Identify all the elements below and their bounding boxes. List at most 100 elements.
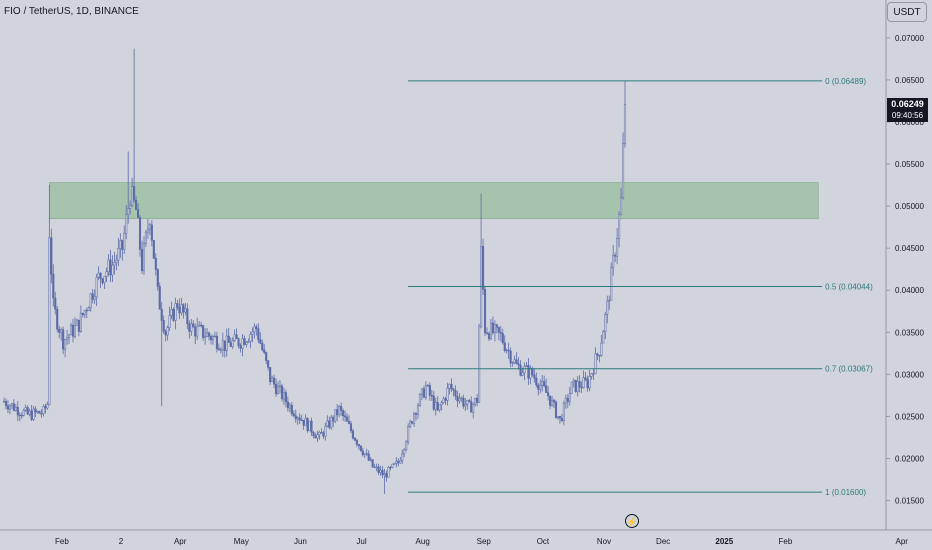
candle — [294, 409, 297, 423]
candle — [600, 335, 603, 357]
candle — [517, 357, 520, 370]
candle — [186, 303, 189, 330]
candle — [172, 307, 175, 322]
candle — [200, 321, 203, 328]
candle — [570, 381, 573, 394]
candle — [127, 151, 130, 224]
candle — [296, 416, 299, 425]
candle — [109, 249, 112, 282]
time-axis[interactable]: Feb 2 Apr May Jun Jul Aug Sep Oct Nov Dec 2025 Feb Ap… — [55, 537, 908, 546]
candle — [320, 428, 323, 434]
candle — [44, 403, 47, 414]
price-axis[interactable]: 0.07000 0.06500 0.06000 0.05500 0.05000 0.045… — [886, 34, 924, 506]
candle — [377, 463, 380, 476]
candle — [156, 268, 159, 291]
candle — [20, 412, 23, 419]
supply-zone[interactable] — [49, 182, 819, 220]
candle — [62, 326, 65, 355]
candle — [399, 456, 402, 464]
candle — [345, 413, 349, 422]
price-tick-label: 0.04500 — [895, 244, 924, 253]
candle — [568, 386, 571, 406]
fib-level-label: 0 (0.06489) — [825, 77, 866, 86]
candle — [24, 404, 27, 412]
candle — [316, 430, 319, 442]
candle — [414, 412, 418, 421]
price-tick-label: 0.03500 — [895, 328, 924, 337]
candle — [184, 302, 187, 316]
candle — [588, 369, 591, 392]
candle — [111, 255, 114, 283]
candle — [428, 382, 431, 401]
candle — [539, 379, 542, 394]
candle — [48, 185, 51, 406]
candle — [140, 240, 144, 275]
candle — [300, 414, 303, 422]
candle — [608, 295, 611, 310]
candle — [450, 378, 453, 393]
price-tick-label: 0.04000 — [895, 286, 924, 295]
candle — [312, 430, 315, 439]
candle — [123, 225, 126, 254]
candle — [454, 385, 457, 400]
candle — [182, 303, 185, 319]
candle — [22, 408, 25, 417]
candle — [483, 286, 487, 337]
candle — [491, 316, 494, 336]
candle — [101, 278, 104, 285]
candle — [273, 374, 276, 389]
candle — [276, 381, 280, 395]
candle — [308, 420, 311, 432]
candle — [237, 337, 240, 349]
candle — [245, 340, 248, 348]
currency-button[interactable]: USDT — [887, 2, 927, 22]
candle — [75, 318, 78, 326]
candle — [188, 320, 191, 339]
candle — [525, 362, 528, 368]
candle — [290, 402, 293, 417]
time-tick-label: Feb — [779, 537, 793, 546]
time-tick-label: Apr — [895, 537, 908, 546]
candle — [318, 430, 321, 440]
candle — [89, 292, 92, 312]
candle — [523, 362, 526, 381]
candle — [166, 325, 169, 341]
candle — [42, 404, 45, 417]
candle — [357, 443, 360, 450]
candle — [470, 396, 473, 413]
candle — [367, 450, 370, 462]
candle — [314, 432, 317, 439]
candle — [405, 440, 408, 452]
candle — [192, 320, 195, 328]
candle — [87, 306, 90, 311]
candle — [614, 252, 617, 262]
candle — [261, 339, 264, 352]
candle — [77, 319, 80, 337]
candle — [549, 395, 552, 410]
candle — [426, 384, 429, 388]
candle — [501, 328, 504, 345]
candle — [598, 354, 601, 363]
candle — [196, 317, 199, 341]
fib-retracement[interactable]: 0 (0.06489) 0.5 (0.04044) 0.7 (0.03067) 1 (… — [408, 77, 873, 497]
candle — [592, 369, 595, 380]
candle — [618, 211, 621, 248]
time-tick-label: Sep — [477, 537, 492, 546]
candle — [478, 323, 481, 403]
candle — [576, 375, 579, 397]
candle — [586, 375, 589, 392]
candle — [282, 387, 285, 405]
candle — [68, 333, 71, 345]
candle — [472, 402, 475, 419]
candle — [79, 305, 82, 333]
candle — [391, 463, 394, 469]
price-tick-label: 0.02000 — [895, 454, 924, 463]
lightning-icon[interactable]: ⚡ — [625, 514, 639, 528]
candle — [485, 327, 489, 335]
candle — [507, 342, 510, 359]
candle — [288, 402, 291, 413]
candle — [558, 416, 561, 424]
candle — [499, 326, 502, 342]
